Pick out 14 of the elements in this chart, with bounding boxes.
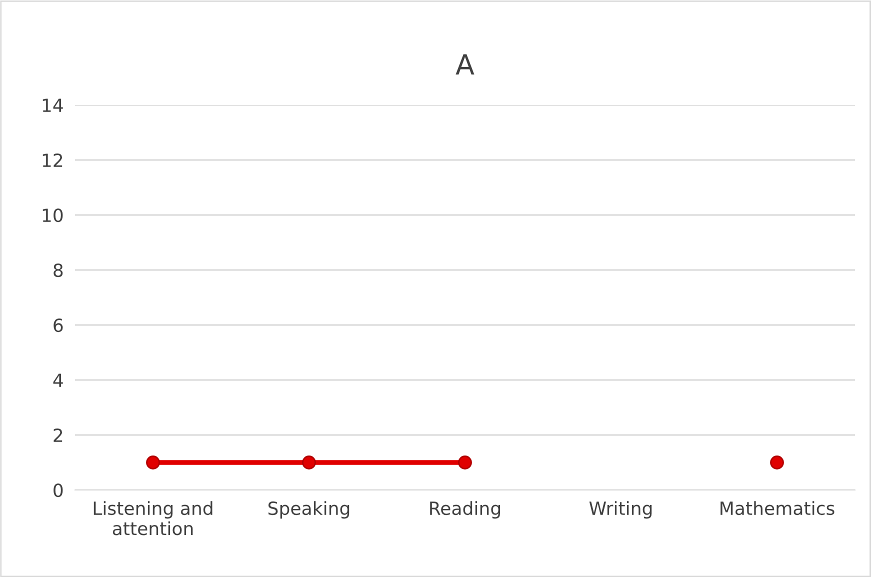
- y-tick-label: 14: [42, 98, 63, 112]
- y-tick-label: 12: [42, 153, 62, 167]
- y-tick-label: 2: [54, 428, 62, 442]
- x-tick-label: Mathematics: [720, 501, 834, 516]
- x-tick-label: Writing: [589, 501, 652, 519]
- y-tick-label: 4: [53, 374, 63, 387]
- chart-title: A: [456, 54, 474, 74]
- x-tick-label: Listening and attention: [94, 501, 212, 536]
- x-tick-label: Speaking: [268, 501, 350, 519]
- y-tick-label: 10: [42, 208, 63, 222]
- y-tick-label: 8: [54, 263, 63, 278]
- y-tick-label: 0: [54, 483, 63, 498]
- y-tick-label: 6: [54, 318, 63, 332]
- x-tick-label: Reading: [430, 501, 500, 519]
